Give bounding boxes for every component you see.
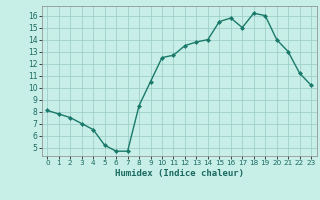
X-axis label: Humidex (Indice chaleur): Humidex (Indice chaleur) [115, 169, 244, 178]
